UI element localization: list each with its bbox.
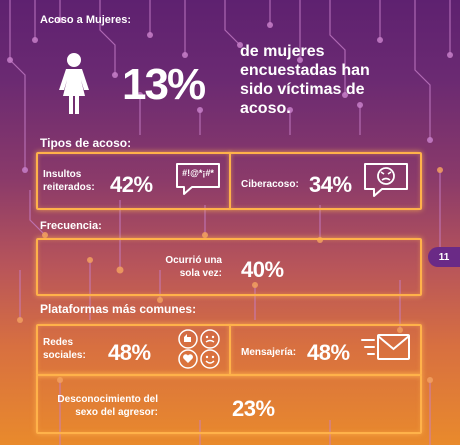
messaging-percent: 48% <box>307 340 350 365</box>
insult-symbols: #!@*¡#* <box>182 168 214 178</box>
social-reactions-icon <box>178 329 220 369</box>
woman-icon <box>59 53 89 114</box>
insult-speech-icon: #!@*¡#* <box>174 161 222 197</box>
cyber-label: Ciberacoso: <box>241 179 299 190</box>
section-title-types: Tipos de acoso: <box>40 136 132 150</box>
social-label: Redes sociales: <box>43 337 86 361</box>
page-number-badge: 11 <box>428 247 460 267</box>
section-title-harassment: Acoso a Mujeres: <box>40 14 132 26</box>
insults-percent: 42% <box>110 172 153 197</box>
unknown-aggressor-percent: 23% <box>232 396 275 421</box>
types-divider <box>229 152 231 208</box>
unknown-aggressor-label: Desconocimiento del sexo del agresor: <box>57 394 158 418</box>
hero-percent: 13% <box>122 60 206 109</box>
hero-text: de mujeres encuestadas han sido víctimas… <box>240 43 370 117</box>
social-percent: 48% <box>108 340 151 365</box>
frequency-box <box>36 238 422 296</box>
cyber-percent: 34% <box>309 172 352 197</box>
envelope-speed-icon <box>361 334 410 360</box>
platforms-divider <box>229 324 231 374</box>
section-title-platforms: Plataformas más comunes: <box>40 302 197 316</box>
insults-label: Insultos reiterados: <box>43 169 95 193</box>
messaging-label: Mensajería: <box>241 347 297 358</box>
unknown-aggressor-box <box>36 374 422 434</box>
frequency-label: Ocurrió una sola vez: <box>165 255 222 279</box>
angry-chat-icon <box>364 163 408 197</box>
frequency-percent: 40% <box>241 257 284 282</box>
section-title-frequency: Frecuencia: <box>40 220 102 232</box>
